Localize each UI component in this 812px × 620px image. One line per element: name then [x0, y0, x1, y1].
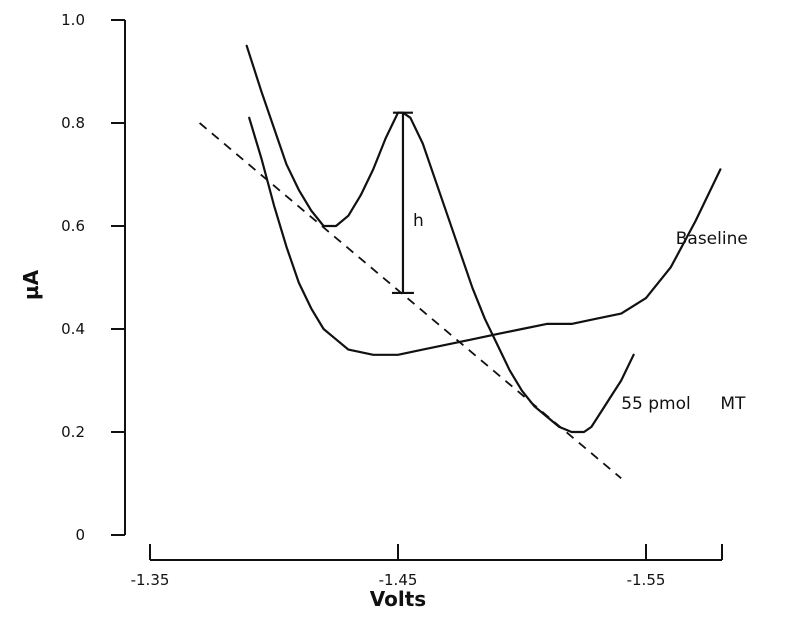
y-ticks: 0 0.2 0.4 0.6 0.8 1.0	[61, 11, 125, 544]
y-axis-title: µA	[19, 269, 43, 300]
y-tick-label: 0.8	[61, 114, 85, 132]
x-ticks: -1.35 -1.45 -1.55	[131, 544, 723, 589]
x-tick-label: -1.35	[131, 571, 170, 589]
tangent-dashed-line	[199, 122, 622, 480]
x-axis-title: Volts	[370, 587, 426, 611]
y-tick-label: 0.6	[61, 217, 85, 235]
plot-marks: h	[199, 44, 722, 480]
y-tick-label: 1.0	[61, 11, 85, 29]
annotation-baseline: Baseline	[676, 229, 748, 249]
series-line-baseline	[248, 116, 722, 356]
y-tick-label: 0	[75, 526, 85, 544]
x-tick-label: -1.55	[627, 571, 666, 589]
axes	[124, 20, 722, 561]
x-tick-label: -1.45	[379, 571, 418, 589]
series-line-55-pmol-mt	[245, 44, 635, 434]
y-tick-label: 0.4	[61, 320, 85, 338]
y-tick-label: 0.2	[61, 423, 85, 441]
annotation-mt: MT	[720, 394, 746, 414]
annotations: Baseline 55 pmol MT	[621, 229, 748, 414]
annotation-55-pmol: 55 pmol	[621, 394, 691, 414]
peak-height-label: h	[413, 211, 424, 231]
